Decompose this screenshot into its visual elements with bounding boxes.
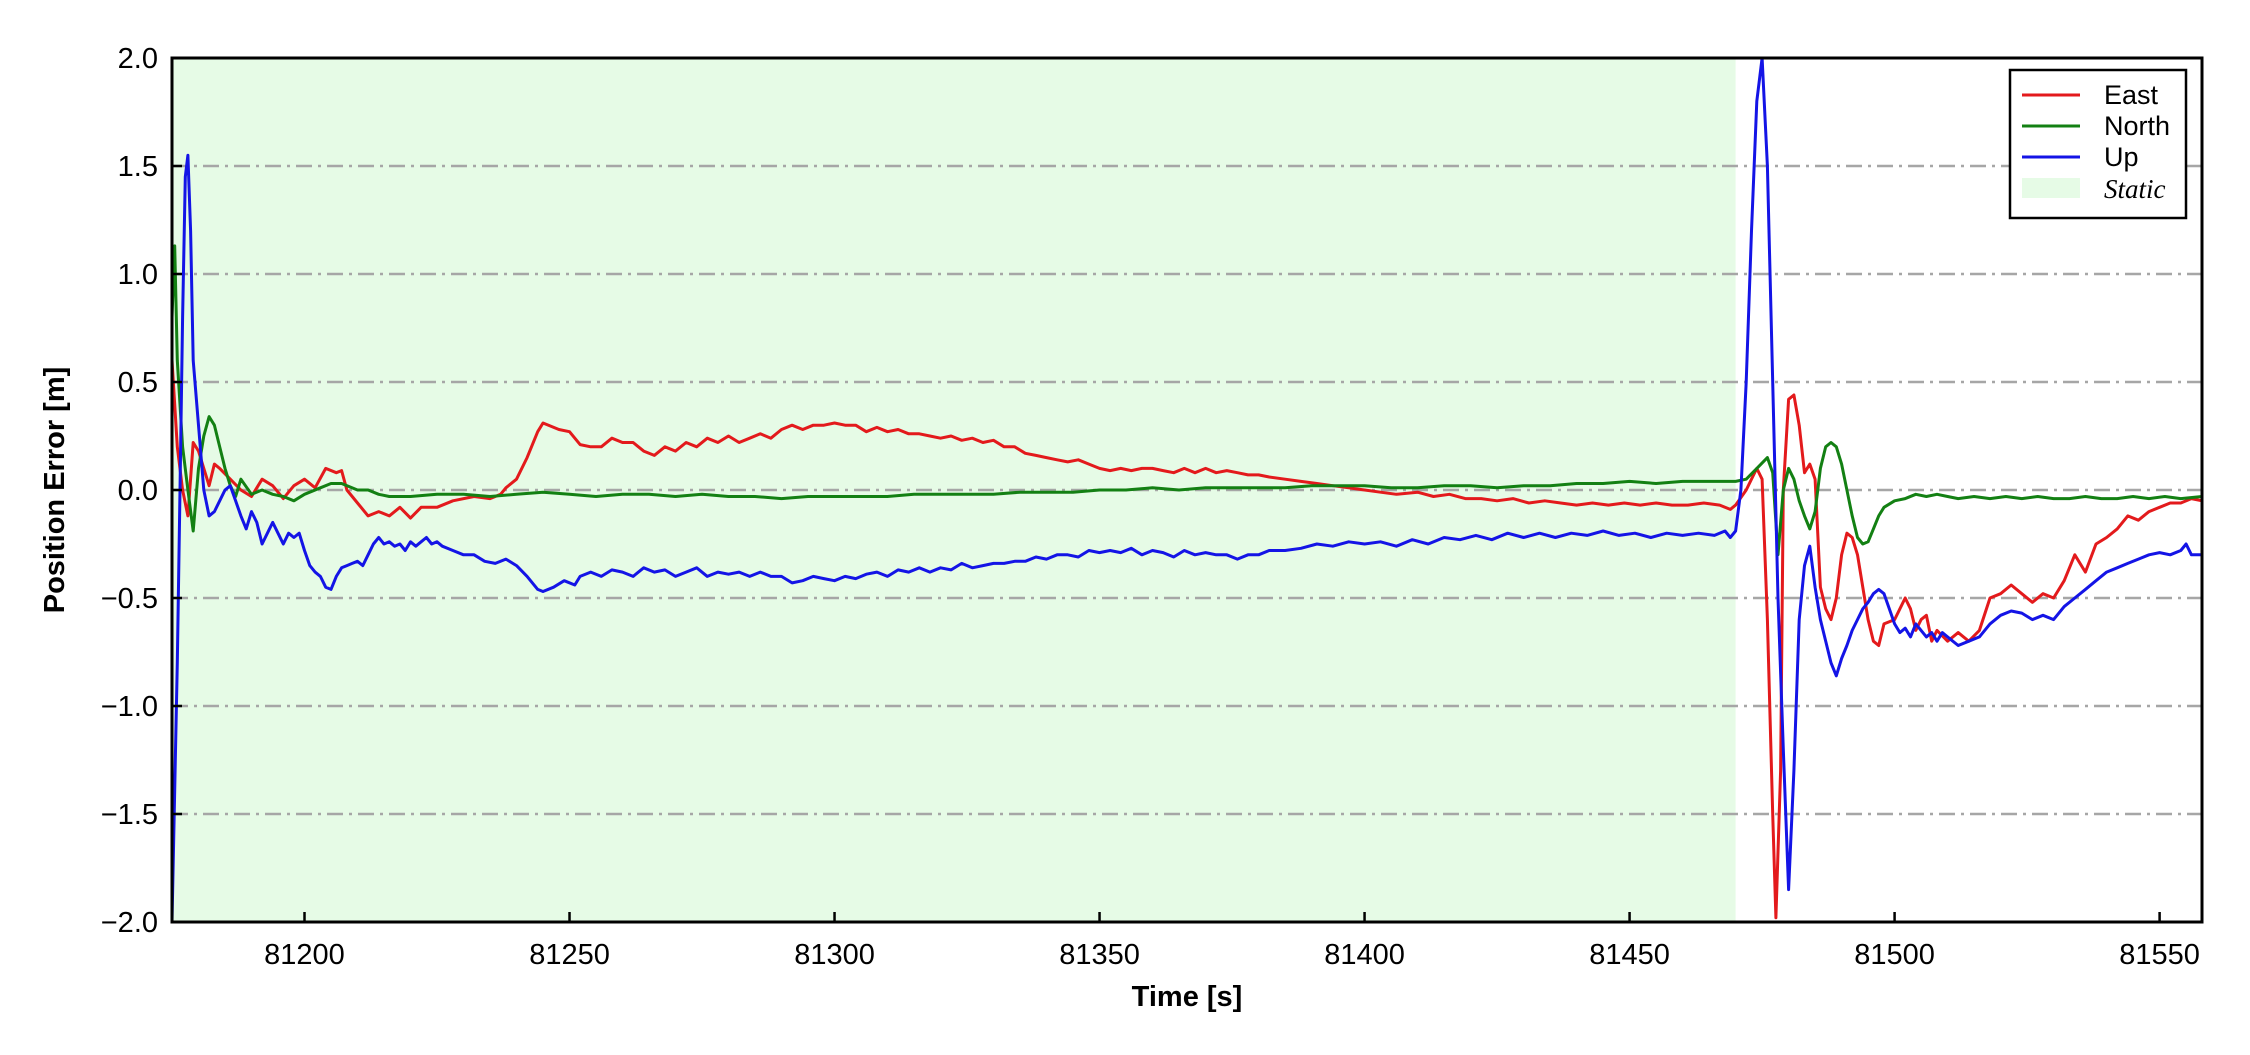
- y-tick-label: −1.5: [101, 799, 158, 831]
- legend-swatch-static: [2022, 178, 2080, 198]
- y-axis-title: Position Error [m]: [39, 367, 71, 614]
- y-tick-label: 1.0: [118, 259, 158, 291]
- legend-entry-east: East: [2022, 80, 2159, 110]
- y-tick-label: −0.5: [101, 583, 158, 615]
- x-tick-label: 81450: [1589, 939, 1670, 971]
- x-tick-label: 81350: [1059, 939, 1140, 971]
- y-tick-label: 2.0: [118, 43, 158, 75]
- legend-label-north: North: [2104, 111, 2170, 141]
- x-axis-title: Time [s]: [1132, 981, 1243, 1013]
- legend-entry-static: Static: [2022, 174, 2166, 204]
- x-tick-label: 81300: [794, 939, 875, 971]
- x-tick-label: 81250: [529, 939, 610, 971]
- legend-label-east: East: [2104, 80, 2159, 110]
- series-line-north: [172, 244, 2202, 557]
- series-line-up: [172, 58, 2202, 922]
- legend: East North Up Static: [2008, 68, 2188, 220]
- y-tick-label: 1.5: [118, 151, 158, 183]
- tick-label-layer: 81200 81250 81300 81350 81400 81450 81500 81550…: [101, 43, 2200, 971]
- legend-label-up: Up: [2104, 142, 2139, 172]
- legend-label-static: Static: [2104, 174, 2166, 204]
- y-tick-label: 0.5: [118, 367, 158, 399]
- ticks-layer: [172, 56, 2161, 924]
- x-tick-label: 81550: [2119, 939, 2200, 971]
- x-tick-label: 81400: [1324, 939, 1405, 971]
- x-tick-label: 81200: [264, 939, 345, 971]
- y-tick-label: −1.0: [101, 691, 158, 723]
- legend-entry-north: North: [2022, 111, 2170, 141]
- x-tick-label: 81500: [1854, 939, 1935, 971]
- legend-entry-up: Up: [2022, 142, 2139, 172]
- series-layer: [172, 58, 2202, 922]
- y-tick-label: −2.0: [101, 907, 158, 939]
- y-tick-label: 0.0: [118, 475, 158, 507]
